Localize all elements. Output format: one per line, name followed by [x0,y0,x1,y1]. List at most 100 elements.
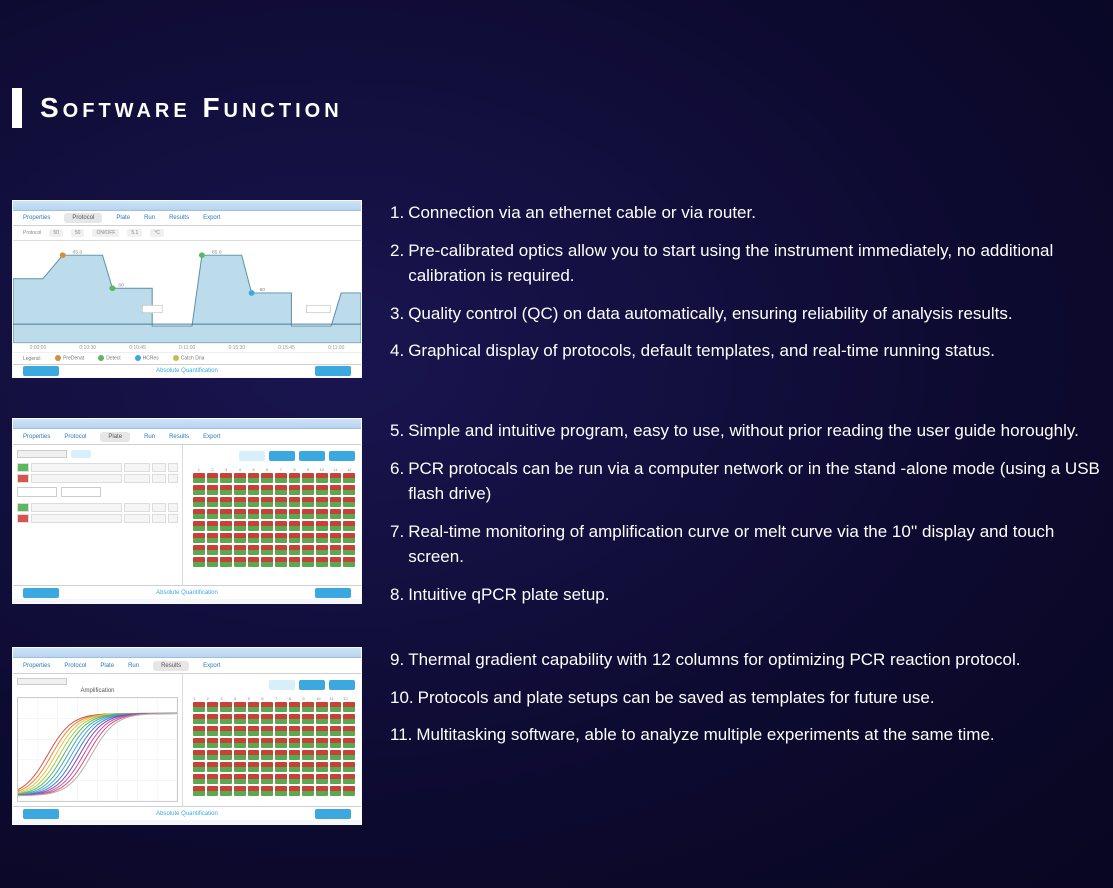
well[interactable] [316,497,328,507]
well[interactable] [330,762,342,772]
well[interactable] [289,545,301,555]
footer-button-left[interactable] [23,366,59,376]
well[interactable] [193,473,205,483]
well[interactable] [193,497,205,507]
footer-button-right[interactable] [315,366,351,376]
well[interactable] [193,750,205,760]
well[interactable] [275,473,287,483]
well[interactable] [261,509,273,519]
well[interactable] [193,521,205,531]
footer-button-left[interactable] [23,809,59,819]
well[interactable] [289,762,301,772]
well[interactable] [316,726,328,736]
plate-tool-button[interactable] [299,451,325,461]
tab-plate[interactable]: Plate [100,432,130,442]
well[interactable] [289,557,301,567]
well[interactable] [302,533,314,543]
well[interactable] [234,702,246,712]
tab-run[interactable]: Run [144,215,155,221]
well[interactable] [275,545,287,555]
well[interactable] [234,485,246,495]
well[interactable] [343,521,355,531]
well[interactable] [261,521,273,531]
well[interactable] [248,485,260,495]
well[interactable] [248,497,260,507]
well[interactable] [248,702,260,712]
well[interactable] [330,714,342,724]
well[interactable] [207,774,219,784]
well[interactable] [316,786,328,796]
well[interactable] [289,497,301,507]
well[interactable] [193,545,205,555]
tab-properties[interactable]: Properties [23,215,50,221]
well[interactable] [234,473,246,483]
well[interactable] [261,545,273,555]
well[interactable] [289,485,301,495]
well[interactable] [207,533,219,543]
well[interactable] [343,726,355,736]
well[interactable] [302,545,314,555]
well[interactable] [207,738,219,748]
well[interactable] [343,485,355,495]
well[interactable] [261,714,273,724]
tab-protocol[interactable]: Protocol [64,434,86,440]
well[interactable] [220,557,232,567]
well[interactable] [316,762,328,772]
well[interactable] [248,473,260,483]
well[interactable] [316,702,328,712]
well[interactable] [343,762,355,772]
footer-button-right[interactable] [315,588,351,598]
well[interactable] [302,762,314,772]
well[interactable] [330,738,342,748]
well[interactable] [193,738,205,748]
well[interactable] [261,485,273,495]
well[interactable] [193,762,205,772]
well[interactable] [220,786,232,796]
well[interactable] [248,750,260,760]
well[interactable] [289,702,301,712]
well[interactable] [248,509,260,519]
well[interactable] [207,762,219,772]
plate-tool-button[interactable] [269,680,295,690]
tab-results[interactable]: Results [169,215,189,221]
well[interactable] [193,702,205,712]
tab-export[interactable]: Export [203,434,220,440]
well[interactable] [343,533,355,543]
well[interactable] [207,726,219,736]
well[interactable] [302,509,314,519]
well[interactable] [275,521,287,531]
footer-button-left[interactable] [23,588,59,598]
tab-plate[interactable]: Plate [100,663,114,669]
well[interactable] [248,726,260,736]
well[interactable] [330,473,342,483]
well[interactable] [193,714,205,724]
well[interactable] [207,497,219,507]
well[interactable] [248,774,260,784]
well[interactable] [289,774,301,784]
well[interactable] [289,726,301,736]
well[interactable] [248,738,260,748]
well[interactable] [343,738,355,748]
well[interactable] [207,702,219,712]
well[interactable] [316,750,328,760]
well[interactable] [343,545,355,555]
well[interactable] [302,714,314,724]
plate-tool-button[interactable] [239,451,265,461]
well[interactable] [261,497,273,507]
well[interactable] [343,714,355,724]
well[interactable] [234,774,246,784]
tab-properties[interactable]: Properties [23,434,50,440]
well[interactable] [275,557,287,567]
well[interactable] [261,786,273,796]
well[interactable] [220,750,232,760]
plate-tool-button[interactable] [329,680,355,690]
well[interactable] [302,521,314,531]
well[interactable] [275,774,287,784]
well[interactable] [302,738,314,748]
well[interactable] [234,497,246,507]
well[interactable] [248,557,260,567]
well[interactable] [275,509,287,519]
well[interactable] [289,714,301,724]
well[interactable] [275,714,287,724]
well[interactable] [207,714,219,724]
